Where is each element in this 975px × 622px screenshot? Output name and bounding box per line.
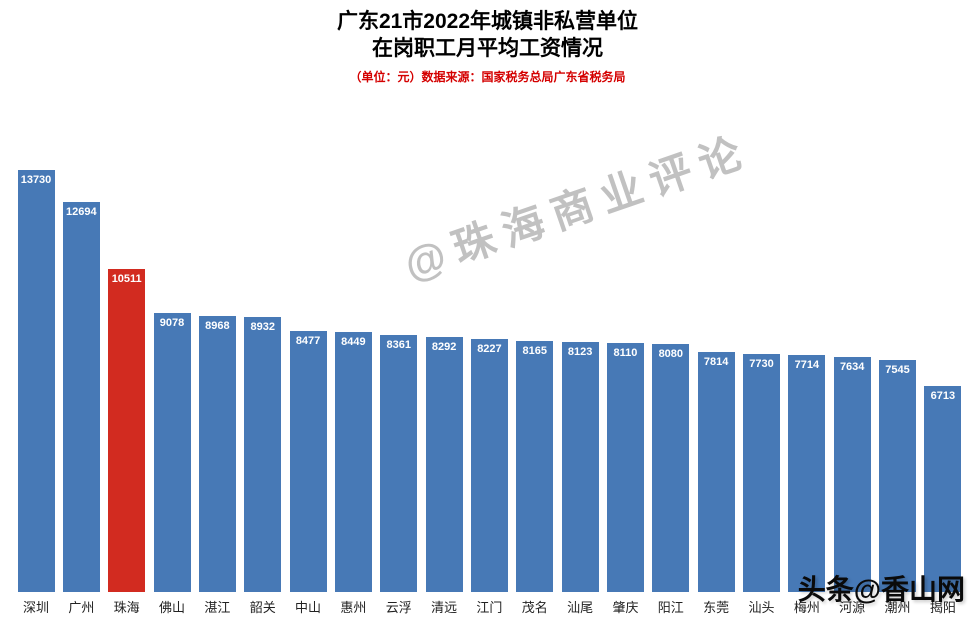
bar-column: 10511 珠海 — [105, 100, 149, 618]
bar-column: 8292 清远 — [422, 100, 466, 618]
bar: 8361 — [380, 335, 418, 592]
bar: 7634 — [833, 357, 871, 592]
category-label: 中山 — [295, 599, 322, 615]
bar-column: 8110 肇庆 — [603, 100, 647, 618]
bar: 8968 — [198, 316, 236, 592]
bar-column: 7634 河源 — [830, 100, 874, 618]
bar: 8449 — [334, 332, 372, 592]
category-label: 广州 — [68, 599, 95, 615]
category-label: 东莞 — [703, 599, 730, 615]
bar: 12694 — [62, 202, 100, 592]
category-label: 深圳 — [22, 599, 49, 615]
bar-column: 8477 中山 — [286, 100, 330, 618]
chart-title: 广东21市2022年城镇非私营单位 在岗职工月平均工资情况 — [0, 8, 975, 63]
category-label: 汕头 — [748, 599, 775, 615]
category-label: 清远 — [431, 599, 458, 615]
bar-value-label: 7714 — [794, 359, 820, 371]
bar-value-label: 10511 — [111, 273, 142, 285]
bar: 7730 — [743, 354, 780, 592]
bar-column: 8080 阳江 — [649, 100, 693, 618]
bar: 8477 — [289, 331, 327, 592]
chart-title-line2: 在岗职工月平均工资情况 — [372, 37, 603, 61]
bar: 9078 — [153, 313, 191, 592]
bar: 8932 — [244, 317, 282, 592]
bar-column: 7730 汕头 — [740, 100, 784, 618]
bar-value-label: 8968 — [205, 320, 230, 332]
bar: 7814 — [697, 352, 735, 592]
bar-column: 12694 广州 — [59, 100, 103, 618]
category-label: 河源 — [839, 599, 866, 615]
bar-column: 8227 江门 — [467, 100, 511, 618]
bar-column: 8361 云浮 — [377, 100, 421, 618]
bar: 8110 — [606, 343, 644, 592]
category-label: 阳江 — [657, 599, 684, 615]
bar-value-label: 8110 — [613, 347, 638, 359]
bar-value-label: 7545 — [885, 364, 910, 376]
bar-column: 8932 韶关 — [241, 100, 285, 618]
bar: 8165 — [516, 341, 554, 592]
chart-header: 广东21市2022年城镇非私营单位 在岗职工月平均工资情况 （单位：元）数据来源：… — [0, 8, 975, 85]
bar-column: 7545 潮州 — [876, 100, 920, 618]
bar-column: 8449 惠州 — [331, 100, 375, 618]
bar-value-label: 8080 — [658, 348, 684, 360]
bar: 8292 — [425, 337, 463, 592]
category-label: 茂名 — [521, 599, 548, 615]
bar-value-label: 8227 — [477, 343, 502, 355]
bar-column: 6713 揭阳 — [921, 100, 965, 618]
category-label: 珠海 — [113, 599, 140, 615]
bar-column: 8968 湛江 — [195, 100, 239, 618]
bar-column: 8165 茂名 — [513, 100, 557, 618]
bar-value-label: 7730 — [749, 358, 774, 370]
bar: 6713 — [924, 386, 962, 592]
bar-value-label: 8932 — [250, 321, 275, 333]
bar-value-label: 8123 — [567, 346, 593, 358]
bar-chart: 13730 深圳 12694 广州 10511 珠海 9078 佛山 8968 湛江 8932 韶关 8… — [14, 100, 965, 618]
category-label: 揭阳 — [929, 599, 956, 615]
chart-subtitle: （单位：元）数据来源：国家税务总局广东省税务局 — [349, 69, 626, 84]
bar-value-label: 8361 — [386, 339, 411, 351]
category-label: 梅州 — [793, 599, 820, 615]
bar-highlight: 10511 — [108, 269, 146, 592]
bar-value-label: 7814 — [703, 356, 729, 368]
category-label: 潮州 — [884, 599, 911, 615]
bar-column: 13730 深圳 — [14, 100, 58, 618]
bar-column: 8123 汕尾 — [558, 100, 602, 618]
bar-value-label: 8477 — [295, 335, 321, 347]
bar-value-label: 13730 — [20, 174, 52, 186]
category-label: 云浮 — [385, 599, 412, 615]
bar: 7714 — [788, 355, 826, 592]
bar-column: 7814 东莞 — [694, 100, 738, 618]
footer-brand: 头条@香山网 — [797, 574, 965, 605]
bar: 8080 — [652, 344, 690, 592]
bar-value-label: 9078 — [159, 317, 185, 329]
bar-value-label: 8165 — [522, 345, 548, 357]
bar: 8123 — [561, 342, 599, 592]
bar: 7545 — [879, 360, 917, 592]
category-label: 肇庆 — [612, 599, 639, 615]
bar-value-label: 6713 — [930, 390, 956, 402]
category-label: 惠州 — [340, 599, 367, 615]
bar: 8227 — [470, 339, 508, 592]
bar-value-label: 7634 — [839, 361, 865, 373]
bar-value-label: 8292 — [431, 341, 457, 353]
category-label: 湛江 — [204, 599, 231, 615]
bar-column: 7714 梅州 — [785, 100, 829, 618]
bar-value-label: 12694 — [66, 206, 97, 218]
bar-column: 9078 佛山 — [150, 100, 194, 618]
category-label: 佛山 — [159, 599, 186, 615]
bar-value-label: 8449 — [341, 336, 366, 348]
category-label: 江门 — [476, 599, 503, 615]
category-label: 韶关 — [249, 599, 276, 615]
chart-title-line1: 广东21市2022年城镇非私营单位 — [336, 10, 639, 33]
bar: 13730 — [17, 170, 55, 592]
category-label: 汕尾 — [567, 599, 594, 615]
